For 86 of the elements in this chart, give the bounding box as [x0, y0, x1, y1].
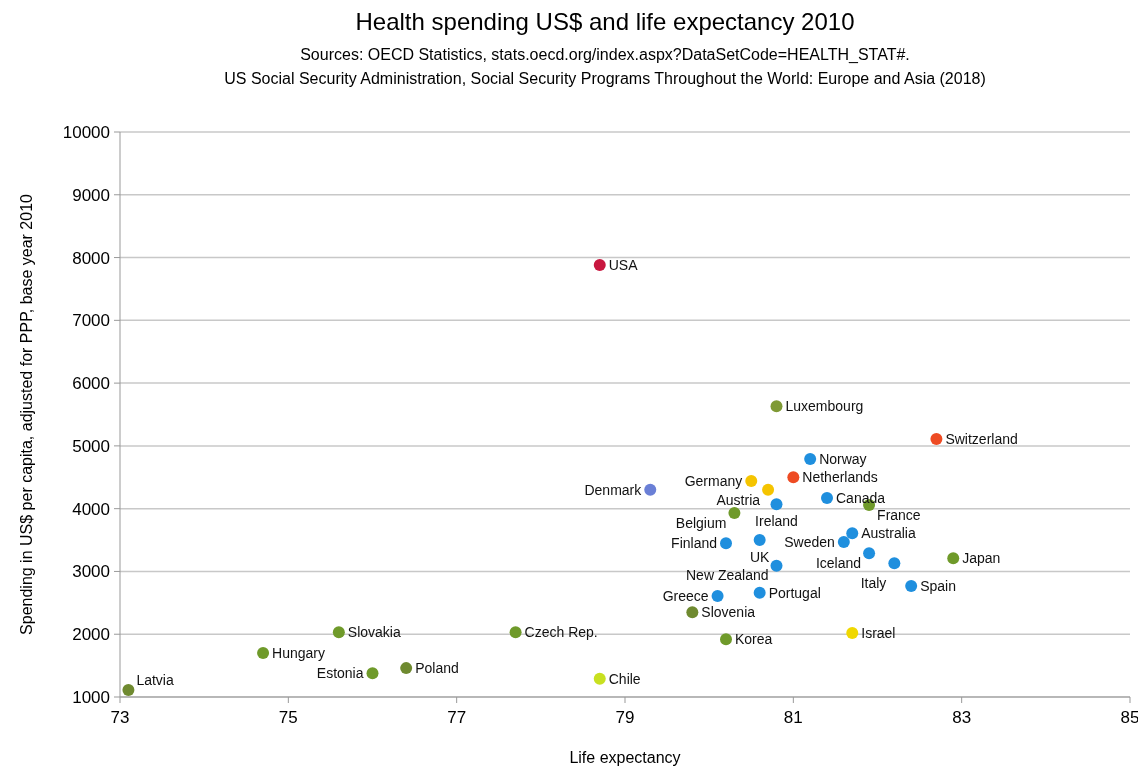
data-label: Germany — [684, 472, 743, 489]
point — [863, 547, 876, 560]
data-label: Luxembourg — [785, 398, 864, 415]
data-label: Sweden — [784, 533, 835, 550]
data-label: Ireland — [755, 513, 798, 530]
y-tick-label: 1000 — [72, 687, 110, 707]
data-label: Korea — [735, 631, 773, 648]
data-label: UK — [749, 548, 771, 565]
point — [947, 552, 960, 565]
point — [686, 606, 699, 619]
y-tick-label: 2000 — [72, 625, 110, 645]
data-label: Australia — [861, 525, 916, 542]
y-tick-label: 8000 — [72, 248, 110, 268]
chart-title: Health spending US$ and life expectancy 2010 — [355, 8, 855, 35]
data-label: Estonia — [316, 665, 364, 682]
x-tick-label: 85 — [1120, 708, 1140, 727]
data-label: Poland — [415, 660, 459, 677]
data-label: Israel — [861, 624, 896, 641]
data-label: Austria — [716, 491, 761, 508]
data-label: Norway — [819, 450, 867, 467]
data-label: Chile — [608, 670, 641, 687]
x-axis-title: Life expectancy — [569, 749, 681, 766]
point — [804, 453, 817, 466]
data-label: Canada — [836, 489, 886, 506]
data-label: Latvia — [136, 672, 174, 689]
point — [821, 491, 833, 504]
data-label: Japan — [962, 550, 1001, 567]
point — [753, 586, 766, 599]
y-tick-label: 6000 — [72, 374, 110, 394]
x-tick-label: 79 — [615, 708, 635, 727]
chart-subtitle: Sources: OECD Statistics, stats.oecd.org/index.aspx?DataSetCode=HEALTH_STAT#. US Social Security Administration, Social Security Programs Throughout the World: Europe and Asia (2018) — [224, 46, 986, 87]
point — [770, 400, 783, 413]
y-tick-label: 4000 — [72, 499, 110, 519]
point — [593, 259, 606, 272]
x-tick-label: 77 — [447, 708, 467, 727]
point — [711, 589, 724, 602]
data-label: USA — [608, 256, 639, 273]
point — [400, 662, 413, 675]
x-tick-label: 81 — [783, 708, 803, 727]
point — [905, 579, 918, 592]
point — [644, 483, 657, 496]
x-tick-label: 73 — [110, 708, 130, 727]
point — [888, 557, 901, 570]
point — [720, 537, 732, 550]
point — [728, 507, 741, 520]
point — [770, 498, 783, 511]
y-axis-title: Spending in US$ per capita, adjusted for PPP, base year 2010 — [18, 193, 35, 635]
point — [762, 483, 775, 496]
point — [753, 534, 766, 547]
data-label: Finland — [671, 535, 717, 552]
data-label: Hungary — [272, 644, 326, 661]
y-tick-label: 9000 — [72, 185, 110, 205]
data-label: Czech Rep. — [524, 624, 598, 641]
y-tick-label: 5000 — [72, 436, 110, 456]
point — [257, 647, 270, 660]
data-label: Netherlands — [802, 469, 878, 486]
point — [366, 667, 379, 680]
point — [332, 626, 345, 639]
data-label: Slovenia — [701, 604, 756, 621]
data-label: Iceland — [815, 554, 862, 571]
x-tick-label: 75 — [278, 708, 298, 727]
point — [122, 684, 135, 697]
data-label: Greece — [662, 587, 709, 604]
point — [593, 672, 606, 685]
data-label: Switzerland — [945, 430, 1018, 447]
y-tick-label: 10000 — [62, 122, 110, 142]
data-label: New Zealand — [686, 567, 769, 584]
point — [846, 527, 859, 540]
x-tick-label: 83 — [952, 708, 972, 727]
point — [787, 471, 800, 484]
data-label: Spain — [920, 577, 956, 594]
point — [846, 626, 859, 639]
data-label: Italy — [860, 574, 887, 591]
point — [837, 535, 850, 548]
data-label: France — [877, 506, 921, 523]
point — [720, 633, 732, 646]
y-tick-label: 7000 — [72, 311, 110, 331]
point — [509, 626, 522, 639]
point — [770, 559, 783, 572]
point — [745, 475, 758, 488]
data-label: Belgium — [675, 514, 727, 531]
point — [930, 432, 943, 445]
data-label: Denmark — [584, 481, 643, 498]
y-tick-label: 3000 — [72, 562, 110, 582]
data-label: Slovakia — [347, 624, 401, 641]
data-label: Portugal — [768, 584, 821, 601]
